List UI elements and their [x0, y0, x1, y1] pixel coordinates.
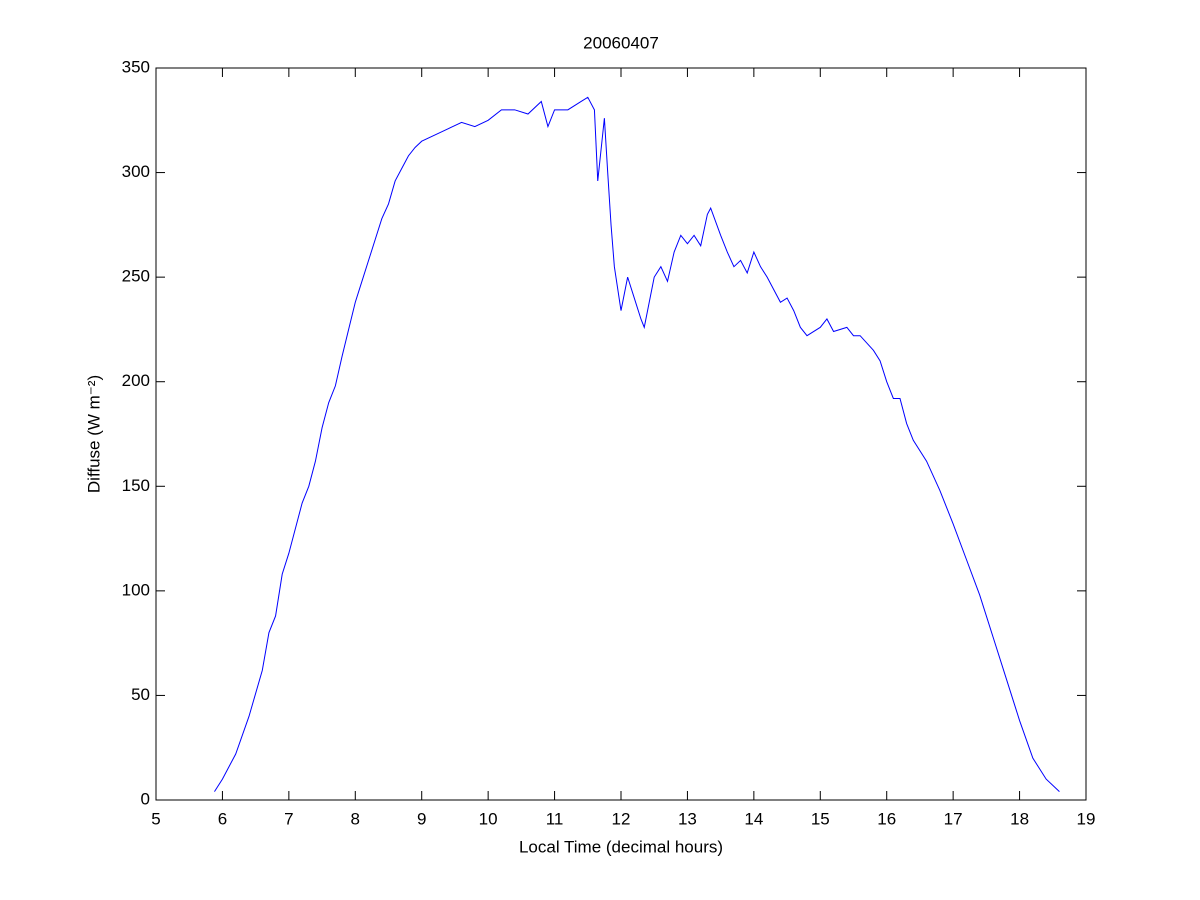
y-tick-label: 350 [122, 57, 150, 76]
x-tick-label: 6 [218, 809, 227, 828]
x-tick-label: 16 [877, 809, 896, 828]
x-tick-label: 18 [1010, 809, 1029, 828]
plot-frame [155, 67, 1087, 801]
y-tick-label: 0 [141, 789, 150, 808]
x-tick-label: 7 [284, 809, 293, 828]
x-tick-label: 17 [944, 809, 963, 828]
chart-title: 20060407 [583, 33, 659, 52]
x-tick-label: 11 [546, 809, 564, 828]
x-tick-label: 5 [151, 809, 160, 828]
x-tick-label: 19 [1077, 809, 1096, 828]
y-tick-label: 200 [122, 371, 150, 390]
y-tick-label: 250 [122, 267, 150, 286]
y-tick-label: 100 [122, 580, 150, 599]
y-tick-label: 50 [131, 685, 150, 704]
x-tick-label: 10 [479, 809, 498, 828]
y-tick-label: 300 [122, 162, 150, 181]
y-axis-label: Diffuse (W m⁻²) [84, 375, 103, 493]
data-line [214, 96, 1060, 792]
x-tick-label: 9 [417, 809, 426, 828]
x-tick-label: 12 [612, 809, 631, 828]
x-tick-label: 13 [678, 809, 697, 828]
y-tick-label: 150 [122, 476, 150, 495]
x-tick-label: 14 [744, 809, 763, 828]
x-tick-label: 8 [351, 809, 360, 828]
x-tick-label: 15 [811, 809, 830, 828]
x-axis-label: Local Time (decimal hours) [519, 837, 723, 856]
